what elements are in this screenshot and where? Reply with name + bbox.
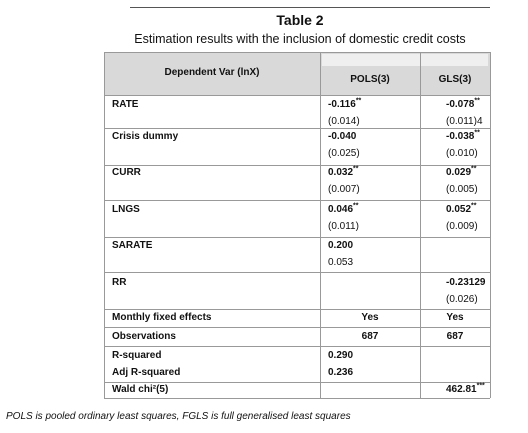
- value: 687: [446, 331, 464, 342]
- significance: **: [353, 202, 359, 210]
- row-label: Crisis dummy: [112, 131, 179, 142]
- value: -0.040: [328, 131, 357, 142]
- row-border: [104, 237, 490, 238]
- cell-value: Yes: [420, 311, 490, 325]
- cell-value: (0.014): [328, 115, 360, 129]
- cell-value: 0.053: [328, 256, 353, 270]
- cell-value: -0.116**: [328, 98, 361, 112]
- row-border: [104, 382, 490, 383]
- row-label: SARATE: [112, 240, 153, 251]
- cell-value: 0.290: [328, 349, 353, 363]
- column-header: POLS(3): [350, 74, 390, 85]
- value: -0.23129: [446, 277, 486, 288]
- row-label: CURR: [112, 167, 141, 178]
- cell-value: (0.026): [446, 293, 478, 307]
- row-label: Observations: [112, 331, 176, 342]
- value: (0.005): [446, 184, 478, 195]
- column-border: [320, 52, 321, 398]
- column-border: [104, 52, 105, 398]
- header-bg-right: [322, 54, 488, 66]
- row-label: Adj R-squared: [112, 367, 181, 378]
- value: 0.029: [446, 167, 472, 178]
- significance: **: [474, 129, 480, 137]
- significance: **: [471, 165, 477, 173]
- cell-value: Yes: [320, 311, 420, 325]
- value: 462.81: [446, 384, 477, 395]
- value: 0.052: [446, 204, 472, 215]
- cell-value: 0.029**: [446, 166, 476, 180]
- row-label: R-squared: [112, 350, 162, 361]
- cell-value: -0.038**: [446, 130, 480, 144]
- value: -0.078: [446, 99, 475, 110]
- value: 687: [361, 331, 379, 342]
- row-border: [104, 200, 490, 201]
- value: 0.032: [328, 167, 354, 178]
- subtitle: Estimation results with the inclusion of…: [134, 32, 466, 46]
- cell-value: 462.81***: [446, 383, 485, 397]
- cell-value: 687: [420, 330, 490, 344]
- cell-value: (0.011): [328, 220, 359, 234]
- column-border: [490, 52, 491, 398]
- cell-value: -0.23129: [446, 276, 485, 290]
- significance: ***: [476, 382, 485, 390]
- cell-value: 0.032**: [328, 166, 358, 180]
- row-border: [104, 165, 490, 166]
- significance: **: [471, 202, 477, 210]
- title: Table 2: [276, 12, 324, 28]
- row-border: [104, 346, 490, 347]
- cell-value: -0.078**: [446, 98, 480, 112]
- cell-value: 0.236: [328, 366, 353, 380]
- rule: [130, 7, 490, 8]
- value: 0.290: [328, 350, 354, 361]
- value: (0.026): [446, 294, 478, 305]
- value: (0.011)4: [446, 116, 483, 127]
- cell-value: (0.007): [328, 183, 360, 197]
- value: 0.236: [328, 367, 354, 378]
- value: (0.011): [328, 221, 359, 232]
- row-border: [104, 128, 490, 129]
- row-border: [104, 52, 490, 53]
- row-label: LNGS: [112, 204, 140, 215]
- value: -0.038: [446, 131, 475, 142]
- row-border: [104, 95, 490, 96]
- row-border: [104, 309, 490, 310]
- row-label: RR: [112, 277, 127, 288]
- value: (0.025): [328, 148, 360, 159]
- value: Yes: [446, 312, 464, 323]
- cell-value: (0.009): [446, 220, 478, 234]
- column-border: [420, 52, 421, 398]
- value: -0.116: [328, 99, 356, 110]
- row-border: [104, 327, 490, 328]
- cell-value: 0.052**: [446, 203, 476, 217]
- significance: **: [355, 97, 362, 105]
- value: 0.053: [328, 257, 354, 268]
- value: 0.046: [328, 204, 354, 215]
- value: (0.007): [328, 184, 360, 195]
- row-label: RATE: [112, 99, 139, 110]
- value: (0.010): [446, 148, 478, 159]
- footnote: POLS is pooled ordinary least squares, F…: [6, 411, 351, 422]
- row-border: [104, 272, 490, 273]
- row-label: Wald chi²(5): [112, 384, 169, 395]
- cell-value: (0.011)4: [446, 115, 483, 129]
- cell-value: (0.005): [446, 183, 478, 197]
- row-border: [104, 398, 490, 399]
- value: (0.009): [446, 221, 478, 232]
- cell-value: 0.200: [328, 239, 353, 253]
- cell-value: (0.025): [328, 147, 360, 161]
- value: 0.200: [328, 240, 354, 251]
- significance: **: [474, 97, 480, 105]
- value: Yes: [361, 312, 379, 323]
- column-header: Dependent Var (lnX): [164, 67, 260, 78]
- cell-value: 0.046**: [328, 203, 358, 217]
- cell-value: -0.040: [328, 130, 356, 144]
- row-label: Monthly fixed effects: [112, 312, 212, 323]
- column-header: GLS(3): [438, 74, 472, 85]
- cell-value: (0.010): [446, 147, 478, 161]
- value: (0.014): [328, 116, 360, 127]
- cell-value: 687: [320, 330, 420, 344]
- significance: **: [353, 165, 359, 173]
